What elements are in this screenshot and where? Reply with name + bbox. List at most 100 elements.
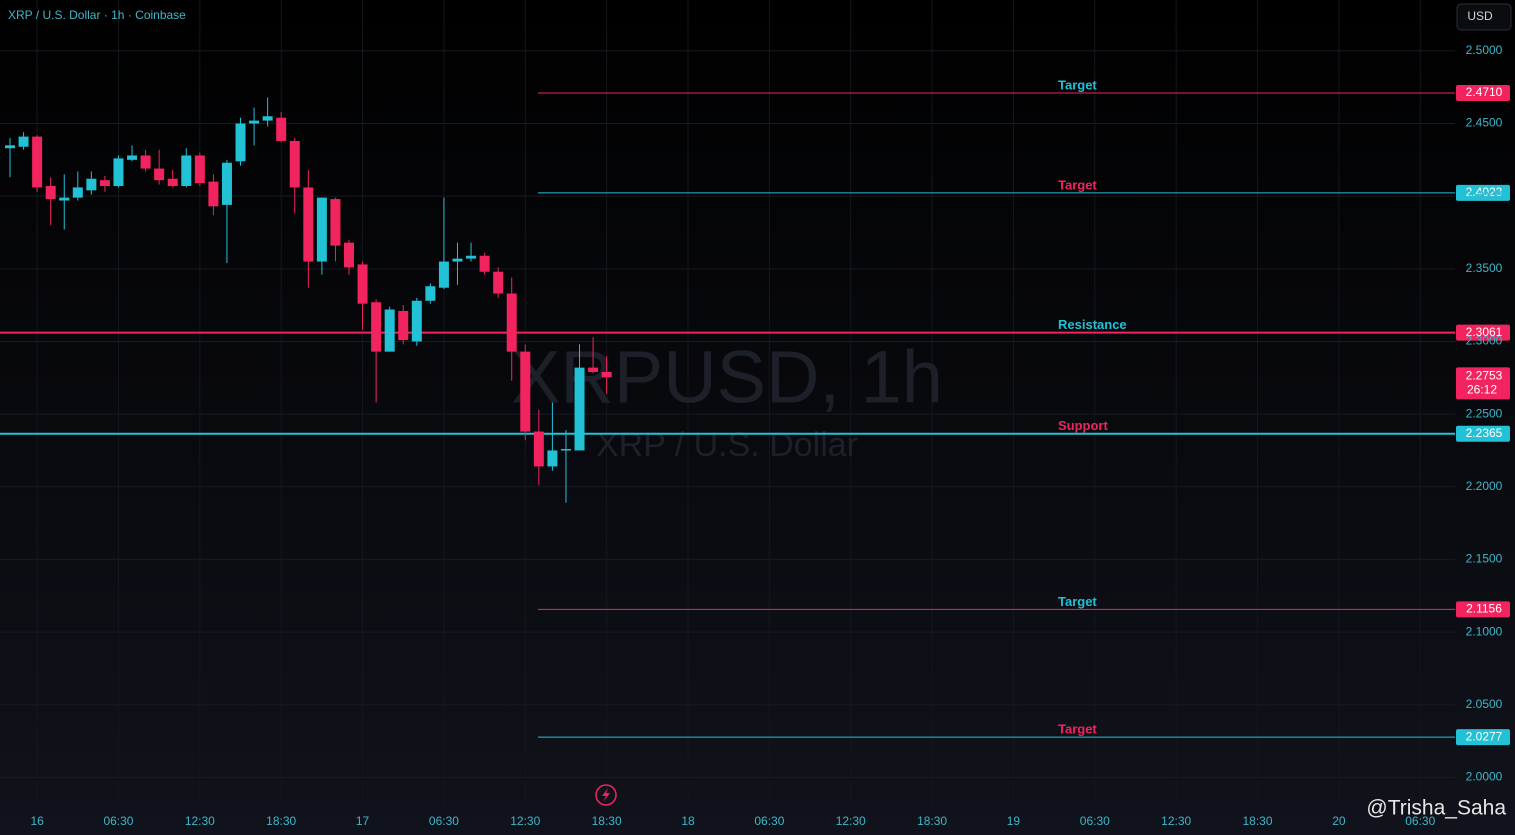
currency-button[interactable] (1456, 3, 1512, 31)
x-tick-label: 18:30 (917, 814, 947, 828)
candle-body (194, 155, 205, 184)
candle-body (303, 187, 314, 262)
price-tag (1456, 184, 1510, 201)
price-tag (1456, 729, 1510, 746)
x-tick-label: 06:30 (429, 814, 459, 828)
level-label: Resistance (1058, 317, 1127, 332)
x-tick-label: 12:30 (836, 814, 866, 828)
candle-body (588, 367, 599, 372)
candle-body (181, 155, 192, 186)
x-tick-label: 06:30 (1405, 814, 1435, 828)
price-tag-label: 2.0277 (1466, 729, 1503, 743)
candle-body (262, 116, 273, 121)
y-tick-label: 2.0000 (1466, 770, 1503, 784)
x-tick-label: 12:30 (510, 814, 540, 828)
candle-body (547, 450, 558, 467)
watermark-subtitle: XRP / U.S. Dollar (596, 426, 858, 464)
price-tag-label: 2.4023 (1466, 185, 1503, 199)
candle-body (127, 155, 138, 160)
candle-body (208, 181, 219, 207)
candle-body (5, 145, 15, 149)
level-label: Target (1058, 594, 1097, 609)
candle-body (167, 178, 178, 186)
x-tick-label: 06:30 (1080, 814, 1110, 828)
price-tag (1456, 84, 1510, 101)
candle-body (438, 261, 449, 288)
candle-body (344, 242, 354, 268)
x-tick-label: 18:30 (1243, 814, 1273, 828)
x-tick-label: 16 (30, 814, 44, 828)
levels: Target 2.4710 Target 2.4023 Resistance 2.3061… (0, 77, 1510, 746)
y-tick-label: 2.1000 (1466, 624, 1503, 638)
y-tick-label: 2.4500 (1466, 116, 1503, 130)
axes: 2.5000 2.4500 2.4000 2.3500 2.3000 2.2500 2.20… (30, 43, 1510, 828)
x-tick-label: 20 (1332, 814, 1346, 828)
countdown-label: 26:12 (1467, 383, 1497, 397)
candle-body (425, 286, 436, 301)
candle-body (533, 431, 544, 467)
level-label: Target (1058, 77, 1097, 92)
candle-body (221, 162, 232, 205)
candle-body (466, 255, 477, 259)
level-label: Target (1058, 177, 1097, 192)
candle-body (560, 448, 571, 451)
candle-body (452, 258, 463, 262)
x-tick-label: 17 (356, 814, 370, 828)
candle-body (45, 185, 56, 200)
x-tick-label: 18:30 (266, 814, 296, 828)
candle-body (32, 136, 43, 188)
x-tick-label: 12:30 (185, 814, 215, 828)
candle-body (99, 180, 110, 186)
candle-body (316, 197, 327, 262)
candle-body (520, 351, 531, 432)
candle-body (249, 120, 260, 124)
x-tick-label: 19 (1007, 814, 1021, 828)
y-tick-label: 2.3000 (1466, 334, 1503, 348)
candle-body (574, 367, 585, 451)
last-price-tag (1456, 367, 1510, 400)
candles (5, 97, 612, 503)
candle-body (86, 178, 97, 191)
y-tick-label: 2.2500 (1466, 406, 1503, 420)
chart-title: XRP / U.S. Dollar · 1h · Coinbase (8, 8, 186, 22)
candle-body (479, 255, 490, 272)
level-label: Support (1058, 418, 1108, 433)
grid (0, 0, 1455, 805)
x-tick-label: 18:30 (592, 814, 622, 828)
candle-body (59, 197, 70, 201)
candle-body (330, 199, 341, 246)
x-tick-label: 18 (681, 814, 695, 828)
level-label: Target (1058, 722, 1097, 737)
y-tick-label: 2.5000 (1466, 43, 1503, 57)
candle-body (113, 158, 124, 186)
candle-body (601, 371, 612, 378)
price-tag (1456, 601, 1510, 618)
x-tick-label: 06:30 (103, 814, 133, 828)
y-tick-label: 2.0500 (1466, 697, 1503, 711)
y-tick-label: 2.4000 (1466, 188, 1503, 202)
credit: @Trisha_Saha (1366, 797, 1506, 820)
candle-body (371, 302, 382, 352)
candle-body (276, 117, 287, 141)
last-price-label: 2.2753 (1466, 369, 1503, 383)
candle-body (493, 271, 504, 294)
candle-body (506, 293, 517, 352)
price-tag (1456, 425, 1510, 442)
candle-body (384, 309, 395, 352)
price-tag-label: 2.2365 (1466, 426, 1503, 440)
price-tag (1456, 324, 1510, 341)
x-tick-label: 12:30 (1161, 814, 1191, 828)
candle-body (154, 168, 165, 181)
price-tag-label: 2.3061 (1466, 325, 1503, 339)
candle-body (398, 310, 409, 341)
candle-body (72, 187, 83, 198)
x-tick-label: 06:30 (754, 814, 784, 828)
currency-label[interactable]: USD (1467, 9, 1493, 23)
candle-body (235, 123, 246, 162)
candle-body (289, 140, 300, 188)
y-tick-label: 2.3500 (1466, 261, 1503, 275)
candle-body (18, 136, 29, 147)
y-tick-label: 2.2000 (1466, 479, 1503, 493)
